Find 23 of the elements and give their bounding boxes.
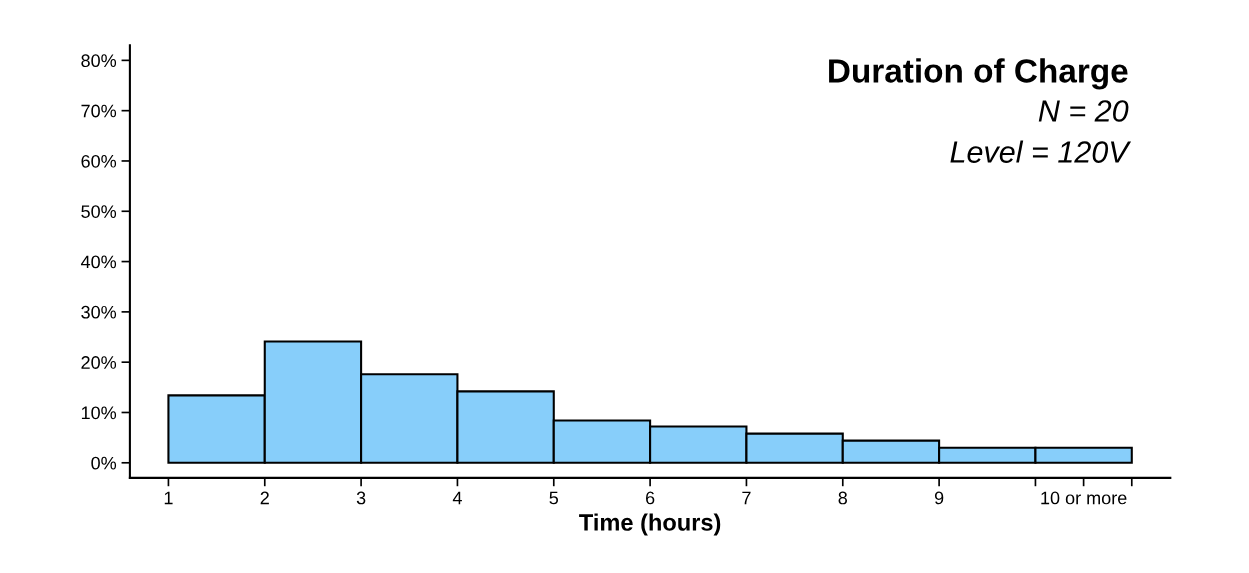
- annotation: Level = 120V: [950, 140, 1132, 163]
- x-tick-label: 10 or more: [1041, 491, 1127, 505]
- x-axis-title: Time (hours): [579, 513, 721, 536]
- x-tick-label: 5: [549, 491, 559, 505]
- y-tick-label: 70%: [81, 104, 117, 118]
- x-tick-label: 2: [260, 491, 269, 505]
- chart-title: Duration of Charge: [829, 58, 1128, 90]
- y-tick-label: 30%: [81, 305, 117, 319]
- x-tick-label: 8: [838, 491, 848, 505]
- y-tick-label: 40%: [80, 255, 117, 269]
- x-tick-label: 9: [934, 491, 944, 505]
- x-tick-label: 6: [646, 491, 655, 505]
- y-tick-label: 60%: [81, 154, 117, 168]
- y-tick-label: 10%: [81, 406, 117, 420]
- y-tick-label: 0%: [91, 456, 117, 470]
- y-tick-label: 80%: [81, 54, 117, 68]
- x-tick-label: 3: [356, 491, 366, 505]
- x-tick-label: 1: [164, 491, 173, 505]
- text: N = 20: [1038, 100, 1129, 122]
- x-tick-label: 7: [742, 491, 751, 505]
- x-tick-label: 4: [452, 491, 462, 505]
- y-tick-label: 50%: [81, 205, 117, 218]
- y-tick-label: 20%: [81, 356, 117, 369]
